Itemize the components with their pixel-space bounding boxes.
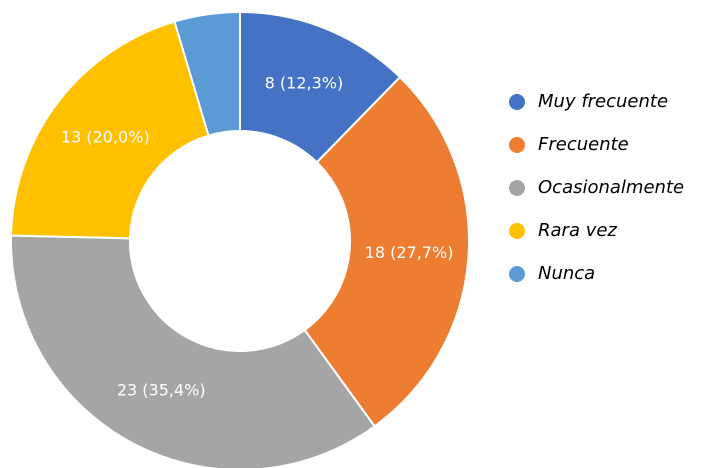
slice <box>173 10 241 137</box>
slice <box>303 75 470 428</box>
data-label: 18 (27,7%) <box>365 243 454 262</box>
data-label: 8 (12,3%) <box>265 74 344 93</box>
legend-label: Frecuente <box>538 134 629 155</box>
legend-marker <box>509 94 525 110</box>
legend-label: Muy frecuente <box>538 91 668 112</box>
legend-label: Ocasionalmente <box>538 177 684 198</box>
slice <box>239 10 402 164</box>
slice <box>10 20 210 240</box>
legend-marker <box>509 266 525 282</box>
slice <box>10 234 377 468</box>
data-label: 13 (20,0%) <box>61 128 150 147</box>
legend-marker <box>509 137 525 153</box>
legend-label: Nunca <box>538 263 595 284</box>
legend-label: Rara vez <box>538 220 617 241</box>
legend-marker <box>509 180 525 196</box>
data-label: 23 (35,4%) <box>117 381 206 400</box>
legend-marker <box>509 223 525 239</box>
